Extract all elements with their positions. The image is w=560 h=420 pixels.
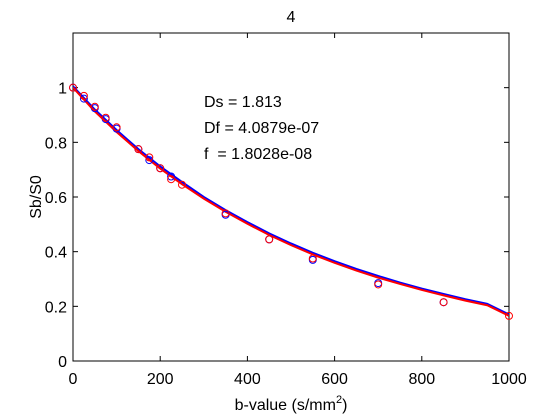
- red-data-point: [374, 280, 383, 289]
- blue-data-point: [167, 172, 176, 181]
- y-tick-label: 0.4: [45, 245, 67, 262]
- y-tick-label: 0.8: [45, 135, 67, 152]
- red-data-point: [145, 153, 154, 162]
- red-data-point: [90, 102, 99, 111]
- red-data-point: [221, 209, 230, 218]
- x-axis-label-superscript: 2: [336, 394, 342, 406]
- y-axis-label: Sb/S0: [28, 175, 45, 219]
- x-tick-label: 200: [147, 371, 174, 388]
- y-tick-label: 0: [58, 354, 67, 371]
- axes-box: [72, 32, 510, 362]
- y-tick-label: 1: [58, 81, 67, 98]
- blue-data-point: [79, 94, 88, 103]
- red-data-point: [167, 175, 176, 184]
- chart-title: 4: [287, 9, 296, 26]
- blue-data-point: [145, 156, 154, 165]
- red-data-point: [112, 123, 121, 132]
- x-axis-label-close: ): [342, 397, 347, 414]
- red-data-point: [439, 298, 448, 307]
- x-tick-label: 1000: [491, 371, 527, 388]
- red-data-point: [308, 254, 317, 263]
- x-tick-label: 800: [408, 371, 435, 388]
- x-tick-label: 0: [69, 371, 78, 388]
- annotation-df: Df = 4.0879e-07: [204, 120, 319, 137]
- red-data-point: [101, 113, 110, 122]
- x-tick-label: 400: [234, 371, 261, 388]
- y-tick-label: 0.6: [45, 190, 67, 207]
- x-axis-label: b-value (s/mm2): [235, 394, 348, 414]
- red-data-point: [156, 164, 165, 173]
- data-series: [69, 83, 513, 320]
- tick-labels: 0 200 400 600 800 1000 0 0.2 0.4 0.6 0.8 1: [45, 81, 527, 388]
- y-tick-label: 0.2: [45, 299, 67, 316]
- red-data-point: [69, 83, 77, 92]
- annotation-f: f = 1.8028e-08: [204, 146, 312, 163]
- red-data-point: [134, 145, 143, 154]
- x-axis-label-main: b-value (s/mm: [235, 397, 336, 414]
- tick-marks: [72, 33, 510, 362]
- red-data-point: [265, 235, 274, 244]
- red-data-point: [79, 91, 88, 100]
- blue-fit-line: [73, 85, 509, 316]
- annotation-ds: Ds = 1.813: [204, 94, 282, 111]
- red-data-point: [178, 180, 186, 189]
- x-tick-label: 600: [321, 371, 348, 388]
- red-data-point: [505, 311, 513, 320]
